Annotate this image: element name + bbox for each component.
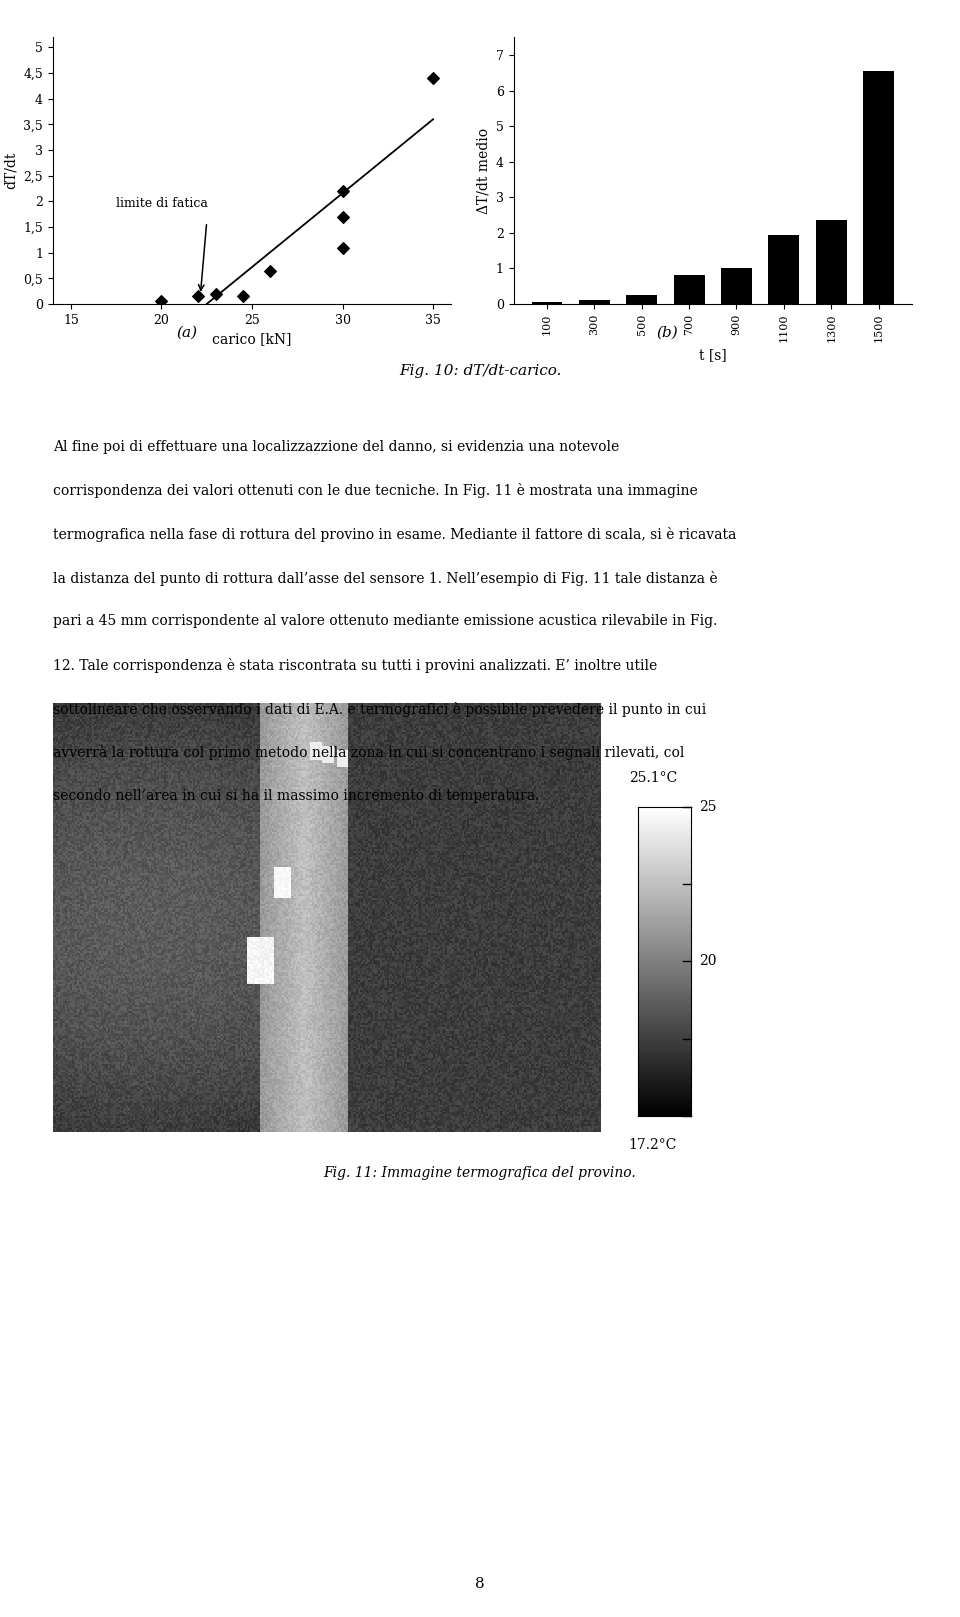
Text: 17.2°C: 17.2°C: [629, 1138, 677, 1151]
X-axis label: carico [kN]: carico [kN]: [212, 331, 292, 346]
Bar: [532, 301, 563, 304]
X-axis label: t [s]: t [s]: [699, 348, 727, 362]
Text: secondo nell’area in cui si ha il massimo incremento di temperatura.: secondo nell’area in cui si ha il massim…: [53, 789, 540, 804]
Point: [335, 178, 350, 204]
Bar: [674, 275, 705, 304]
Text: (b): (b): [657, 325, 678, 340]
Bar: [579, 299, 610, 304]
Bar: [768, 234, 800, 304]
Text: limite di fatica: limite di fatica: [116, 197, 208, 210]
Point: [262, 257, 277, 283]
Text: Al fine poi di effettuare una localizzazzione del danno, si evidenzia una notevo: Al fine poi di effettuare una localizzaz…: [53, 440, 619, 454]
Bar: [863, 71, 894, 304]
Text: avverrà la rottura col primo metodo nella zona in cui si concentrano i segnali r: avverrà la rottura col primo metodo nell…: [53, 745, 684, 760]
Text: 12. Tale corrispondenza è stata riscontrata su tutti i provini analizzati. E’ in: 12. Tale corrispondenza è stata riscontr…: [53, 658, 657, 673]
Y-axis label: dT/dt: dT/dt: [4, 152, 18, 189]
Point: [235, 283, 251, 309]
Point: [190, 283, 205, 309]
Point: [335, 234, 350, 260]
Text: 25: 25: [699, 800, 716, 815]
Text: corrispondenza dei valori ottenuti con le due tecniche. In Fig. 11 è mostrata un: corrispondenza dei valori ottenuti con l…: [53, 483, 698, 498]
Text: sottolineare che osservando i dati di E.A. e termografici è possibile prevedere : sottolineare che osservando i dati di E.…: [53, 702, 706, 716]
Y-axis label: ΔT/dt medio: ΔT/dt medio: [476, 128, 491, 213]
Bar: [626, 294, 658, 304]
Bar: [721, 268, 752, 304]
Text: (a): (a): [177, 325, 198, 340]
Text: Fig. 11: Immagine termografica del provino.: Fig. 11: Immagine termografica del provi…: [324, 1166, 636, 1180]
Text: termografica nella fase di rottura del provino in esame. Mediante il fattore di : termografica nella fase di rottura del p…: [53, 527, 736, 542]
Text: 8: 8: [475, 1577, 485, 1591]
Text: la distanza del punto di rottura dall’asse del sensore 1. Nell’esempio di Fig. 1: la distanza del punto di rottura dall’as…: [53, 571, 717, 585]
Bar: [816, 220, 847, 304]
Text: Fig. 10: dT/dt-carico.: Fig. 10: dT/dt-carico.: [398, 364, 562, 378]
Point: [335, 204, 350, 230]
Text: pari a 45 mm corrispondente al valore ottenuto mediante emissione acustica rilev: pari a 45 mm corrispondente al valore ot…: [53, 614, 717, 629]
Text: 20: 20: [699, 954, 716, 969]
Point: [208, 281, 224, 307]
Point: [154, 288, 169, 314]
Point: [425, 65, 441, 91]
Text: 25.1°C: 25.1°C: [629, 771, 677, 786]
